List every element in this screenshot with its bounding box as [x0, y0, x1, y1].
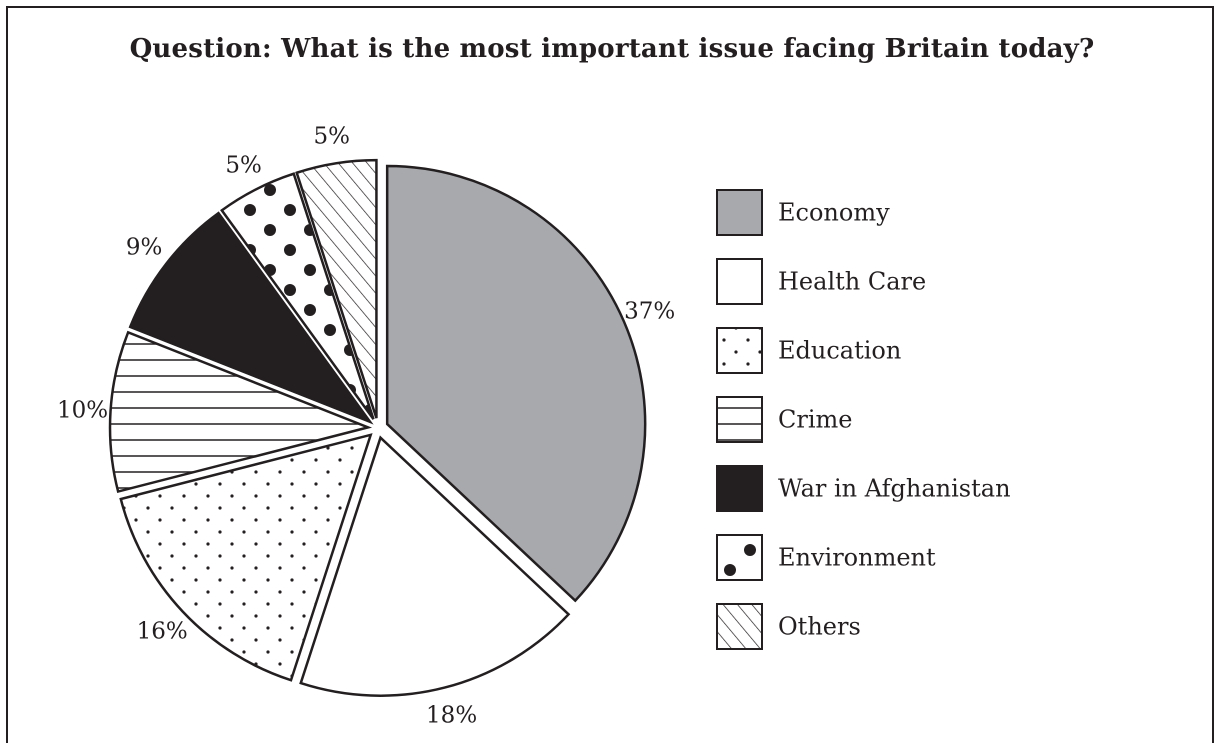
legend-swatch-crime — [716, 396, 763, 443]
legend-label-education: Education — [778, 337, 901, 365]
legend-label-environment: Environment — [778, 544, 936, 572]
pct-label-economy: 37% — [624, 298, 675, 324]
legend: Economy Health Care Education Crime War in A… — [716, 189, 1011, 650]
pie-slice-education — [119, 433, 373, 682]
legend-swatch-education — [716, 327, 763, 374]
pct-label-education: 16% — [137, 619, 188, 645]
pie-slice-health-care — [299, 435, 571, 697]
pie-slice-crime — [108, 330, 373, 494]
pct-label-others: 5% — [313, 124, 350, 150]
pct-label-health-care: 18% — [426, 703, 477, 729]
legend-label-economy: Economy — [778, 199, 890, 227]
pie-slice-environment — [220, 172, 375, 420]
legend-label-health-care: Health Care — [778, 268, 926, 296]
pie-slice-war-in-afghanistan — [128, 211, 374, 425]
legend-swatch-environment — [716, 534, 763, 581]
legend-swatch-health-care — [716, 258, 763, 305]
chart-title: Question: What is the most important iss… — [129, 34, 1095, 64]
pie-slice-others — [295, 158, 378, 419]
pct-label-environment: 5% — [225, 152, 262, 178]
pct-label-crime: 10% — [57, 397, 108, 423]
legend-swatch-war-in-afghanistan — [716, 465, 763, 512]
legend-swatch-others — [716, 603, 763, 650]
pct-label-war-in-afghanistan: 9% — [126, 235, 163, 261]
pie-slice-economy — [385, 164, 647, 603]
legend-label-war-in-afghanistan: War in Afghanistan — [778, 475, 1011, 503]
legend-swatch-economy — [716, 189, 763, 236]
legend-label-others: Others — [778, 613, 861, 641]
legend-label-crime: Crime — [778, 406, 852, 434]
